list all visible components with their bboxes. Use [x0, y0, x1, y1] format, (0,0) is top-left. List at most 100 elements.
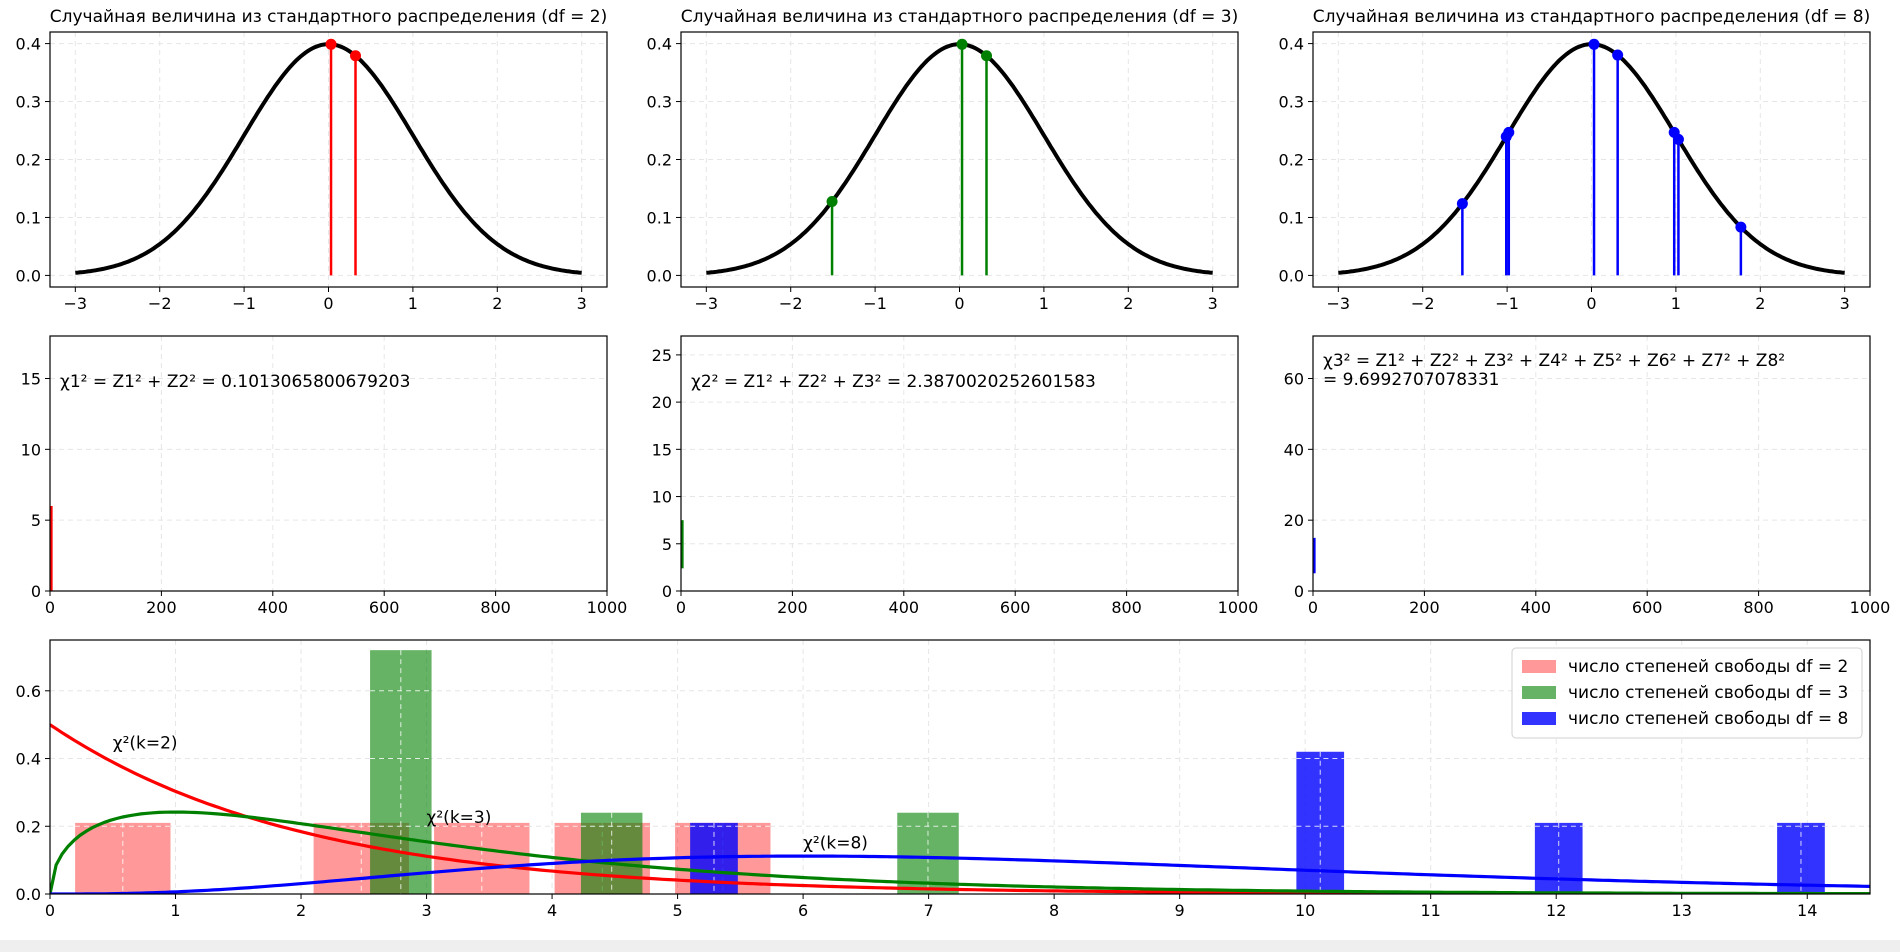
y-tick-label: 0: [31, 582, 41, 601]
y-tick-label: 40: [1284, 440, 1304, 459]
x-tick-label: 0: [676, 598, 686, 617]
y-tick-label: 20: [1284, 511, 1304, 530]
sample-point: [956, 38, 968, 50]
y-tick-label: 10: [21, 440, 41, 459]
legend-entry: число степеней свободы df = 2: [1568, 657, 1848, 677]
legend-swatch: [1522, 660, 1556, 673]
y-tick-label: 0: [1294, 582, 1304, 601]
x-tick-label: 400: [889, 598, 920, 617]
subplot-chi2-trace-df8: 0 200 400 600 800 1000 0 20 40 60 χ3² = Z1² + Z2² …: [1284, 335, 1891, 617]
legend-entry: число степеней свободы df = 3: [1568, 683, 1848, 703]
y-tick-label: 0: [662, 582, 672, 601]
y-tick-label: 0.2: [16, 151, 41, 170]
plot-area: [706, 38, 1213, 276]
y-tick-label: 0.4: [16, 35, 41, 54]
y-tick-label: 60: [1284, 370, 1304, 389]
chi2-annotation-line: = 9.6992707078331: [1323, 370, 1499, 390]
sample-point: [1456, 198, 1468, 210]
x-tick-label: −2: [1411, 294, 1435, 313]
x-tick-label: 13: [1672, 901, 1692, 920]
y-tick-label: 0.0: [647, 266, 672, 285]
y-tick-label: 0.3: [647, 93, 672, 112]
x-tick-label: 1000: [1218, 598, 1259, 617]
x-tick-label: 800: [1743, 598, 1774, 617]
x-tick-label: 6: [798, 901, 808, 920]
x-tick-label: −3: [695, 294, 719, 313]
x-tick-label: 9: [1175, 901, 1185, 920]
y-tick-label: 0.1: [16, 208, 41, 227]
x-tick-label: 600: [1632, 598, 1663, 617]
legend-swatch: [1522, 712, 1556, 725]
chi2-annotation-line: χ3² = Z1² + Z2² + Z3² + Z4² + Z5² + Z6² …: [1323, 351, 1785, 371]
x-tick-label: 200: [777, 598, 808, 617]
x-tick-label: 800: [480, 598, 511, 617]
x-tick-label: 14: [1797, 901, 1817, 920]
chi2-pdf-curve: [50, 854, 1870, 894]
x-tick-label: −1: [232, 294, 256, 313]
sample-point: [1672, 133, 1684, 145]
x-tick-label: 1000: [587, 598, 628, 617]
legend: число степеней свободы df = 2 число степе…: [1511, 647, 1863, 739]
sample-point: [1588, 38, 1600, 50]
y-tick-label: 0.4: [1279, 35, 1304, 54]
x-tick-label: 3: [1208, 294, 1218, 313]
subplot-title: Случайная величина из стандартного распр…: [50, 7, 607, 27]
y-tick-label: 20: [652, 393, 672, 412]
x-tick-label: 0: [954, 294, 964, 313]
y-tick-label: 5: [662, 535, 672, 554]
subplot-chi2-histograms: χ²(k=2)χ²(k=3)χ²(k=8)0 1 2 3 4 5 6 7 8 9 10 11 12 13 1…: [16, 639, 1871, 920]
x-tick-label: 1000: [1850, 598, 1891, 617]
sample-point: [981, 50, 993, 62]
axes-frame: [49, 335, 608, 592]
axes-frame: [1312, 335, 1871, 592]
subplot-chi2-trace-df3: 0 200 400 600 800 1000 0 5 10 15 20 25 χ2² = Z1² + Z…: [652, 335, 1259, 617]
y-tick-label: 25: [652, 346, 672, 365]
y-tick-label: 15: [21, 370, 41, 389]
x-tick-label: 400: [258, 598, 289, 617]
x-tick-label: 0: [1586, 294, 1596, 313]
subplot-title: Случайная величина из стандартного распр…: [681, 7, 1238, 27]
x-tick-label: 11: [1421, 901, 1441, 920]
x-tick-label: 2: [1755, 294, 1765, 313]
chi2-curve-label: χ²(k=3): [427, 808, 492, 828]
sample-point: [1612, 49, 1624, 61]
plot-area: [75, 38, 582, 276]
x-tick-label: 0: [323, 294, 333, 313]
y-tick-label: 0.1: [1279, 208, 1304, 227]
subplot-chi2-trace-df2: 0 200 400 600 800 1000 0 5 10 15 χ1² = Z1² + Z2² =…: [21, 335, 628, 617]
x-tick-label: 2: [492, 294, 502, 313]
x-tick-label: 3: [421, 901, 431, 920]
x-tick-label: 7: [924, 901, 934, 920]
x-tick-label: 2: [296, 901, 306, 920]
x-tick-label: 2: [1123, 294, 1133, 313]
axes-frame: [49, 639, 1871, 895]
x-tick-label: 0: [45, 598, 55, 617]
x-tick-label: 600: [369, 598, 400, 617]
x-tick-label: −3: [64, 294, 88, 313]
x-tick-label: 10: [1295, 901, 1315, 920]
legend-swatch: [1522, 686, 1556, 699]
legend-frame: [1511, 647, 1863, 739]
x-tick-label: 1: [1671, 294, 1681, 313]
y-tick-label: 0.2: [16, 817, 41, 836]
axes-frame: [680, 335, 1239, 592]
plot-area: [1338, 38, 1845, 276]
y-tick-label: 0.0: [16, 885, 41, 904]
x-tick-label: 0: [1308, 598, 1318, 617]
x-tick-label: −1: [863, 294, 887, 313]
x-tick-label: 1: [1039, 294, 1049, 313]
sample-point: [1503, 126, 1515, 138]
y-tick-label: 0.3: [1279, 93, 1304, 112]
x-tick-label: 5: [672, 901, 682, 920]
y-tick-label: 0.0: [1279, 266, 1304, 285]
x-tick-label: 3: [577, 294, 587, 313]
x-tick-label: 400: [1521, 598, 1552, 617]
x-tick-label: 3: [1840, 294, 1850, 313]
sample-point: [325, 38, 337, 50]
y-tick-label: 0.4: [647, 35, 672, 54]
chi2-annotation: χ2² = Z1² + Z2² + Z3² = 2.38700202526015…: [691, 372, 1096, 392]
sample-point: [1735, 221, 1747, 233]
x-tick-label: −3: [1327, 294, 1351, 313]
plot-area: [50, 650, 1870, 894]
y-tick-label: 0.2: [647, 151, 672, 170]
